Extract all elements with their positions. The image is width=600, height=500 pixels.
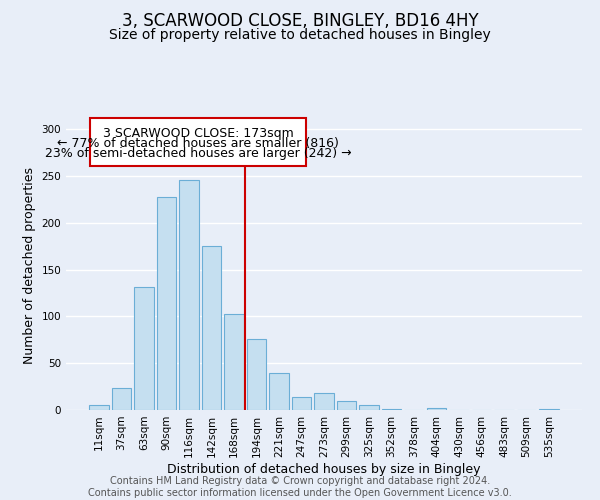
X-axis label: Distribution of detached houses by size in Bingley: Distribution of detached houses by size …: [167, 462, 481, 475]
Bar: [247, 339, 266, 410]
Bar: [269, 372, 289, 410]
Bar: [157, 196, 176, 410]
Bar: [382, 409, 401, 410]
FancyBboxPatch shape: [90, 118, 306, 166]
Bar: [112, 388, 131, 410]
Bar: [539, 409, 559, 410]
Bar: [292, 397, 311, 410]
Text: ← 77% of detached houses are smaller (816): ← 77% of detached houses are smaller (81…: [57, 137, 339, 150]
Bar: [224, 314, 244, 410]
Y-axis label: Number of detached properties: Number of detached properties: [23, 166, 36, 364]
Bar: [314, 393, 334, 410]
Bar: [134, 286, 154, 410]
Bar: [427, 408, 446, 410]
Text: Contains HM Land Registry data © Crown copyright and database right 2024.
Contai: Contains HM Land Registry data © Crown c…: [88, 476, 512, 498]
Bar: [202, 246, 221, 410]
Bar: [179, 180, 199, 410]
Bar: [89, 406, 109, 410]
Text: 3 SCARWOOD CLOSE: 173sqm: 3 SCARWOOD CLOSE: 173sqm: [103, 126, 293, 140]
Text: 3, SCARWOOD CLOSE, BINGLEY, BD16 4HY: 3, SCARWOOD CLOSE, BINGLEY, BD16 4HY: [122, 12, 478, 30]
Bar: [359, 406, 379, 410]
Text: Size of property relative to detached houses in Bingley: Size of property relative to detached ho…: [109, 28, 491, 42]
Text: 23% of semi-detached houses are larger (242) →: 23% of semi-detached houses are larger (…: [44, 147, 352, 160]
Bar: [337, 400, 356, 410]
